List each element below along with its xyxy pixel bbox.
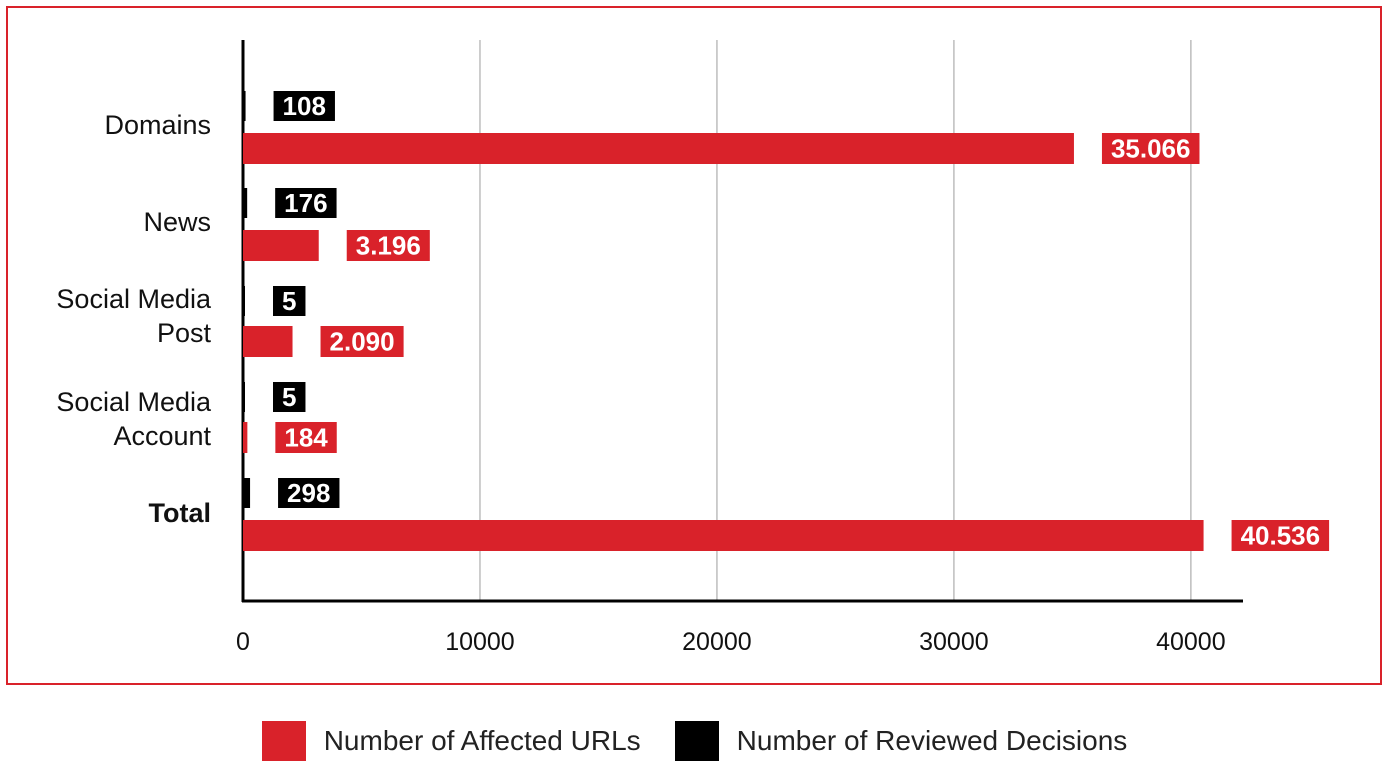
bar-affected-urls — [243, 422, 248, 453]
value-label-reviewed-decisions: 108 — [283, 91, 326, 121]
legend-item-affected-urls: Number of Affected URLs — [261, 721, 641, 761]
value-label-reviewed-decisions-box — [273, 382, 306, 412]
value-label-affected-urls: 3.196 — [356, 231, 421, 261]
bar-reviewed-decisions — [243, 286, 245, 316]
bar-affected-urls — [243, 520, 1204, 551]
value-label-affected-urls-box — [320, 326, 404, 357]
value-label-reviewed-decisions-box — [278, 478, 340, 508]
value-label-affected-urls: 184 — [284, 423, 328, 453]
bar-affected-urls — [243, 133, 1074, 164]
category-label: Total — [149, 498, 212, 528]
legend: Number of Affected URLs Number of Review… — [0, 718, 1389, 764]
chart-frame — [6, 6, 1382, 685]
legend-label-reviewed-decisions: Number of Reviewed Decisions — [736, 725, 1128, 756]
value-label-affected-urls: 35.066 — [1111, 134, 1191, 164]
bar-chart: 0 10000 20000 30000 40000 Domains 108 35.066 New… — [56, 40, 1330, 656]
x-tick-label: 40000 — [1156, 628, 1226, 656]
value-label-reviewed-decisions: 298 — [287, 478, 330, 508]
value-label-reviewed-decisions: 5 — [282, 382, 296, 412]
legend-item-reviewed-decisions: Number of Reviewed Decisions — [674, 721, 1128, 761]
x-tick-label: 10000 — [445, 628, 515, 656]
x-tick-label: 0 — [236, 628, 250, 656]
value-label-affected-urls-box — [275, 422, 337, 453]
category-label: News — [143, 207, 211, 237]
category-label: Social Media Post — [56, 284, 212, 348]
value-label-reviewed-decisions-box — [275, 188, 337, 218]
value-label-reviewed-decisions: 5 — [282, 286, 296, 316]
bar-reviewed-decisions — [243, 91, 246, 121]
bar-reviewed-decisions — [243, 478, 251, 508]
value-label-affected-urls-box — [1231, 520, 1330, 551]
bar-affected-urls — [243, 230, 319, 261]
value-label-affected-urls-box — [346, 230, 430, 261]
value-label-reviewed-decisions-box — [273, 91, 335, 121]
bar-reviewed-decisions — [243, 188, 248, 218]
value-label-affected-urls: 40.536 — [1241, 521, 1321, 551]
value-label-affected-urls-box — [1101, 133, 1200, 164]
bar-affected-urls — [243, 326, 293, 357]
category-label: Social Media Account — [56, 387, 212, 451]
value-label-affected-urls: 2.090 — [330, 327, 395, 357]
legend-swatch-reviewed-decisions — [674, 721, 719, 761]
value-label-reviewed-decisions-box — [273, 286, 306, 316]
x-tick-label: 30000 — [919, 628, 989, 656]
x-tick-label: 20000 — [682, 628, 752, 656]
category-label: Domains — [104, 110, 211, 140]
legend-label-affected-urls: Number of Affected URLs — [323, 725, 641, 756]
legend-swatch-affected-urls — [261, 721, 306, 761]
bar-reviewed-decisions — [243, 382, 245, 412]
value-label-reviewed-decisions: 176 — [284, 188, 327, 218]
